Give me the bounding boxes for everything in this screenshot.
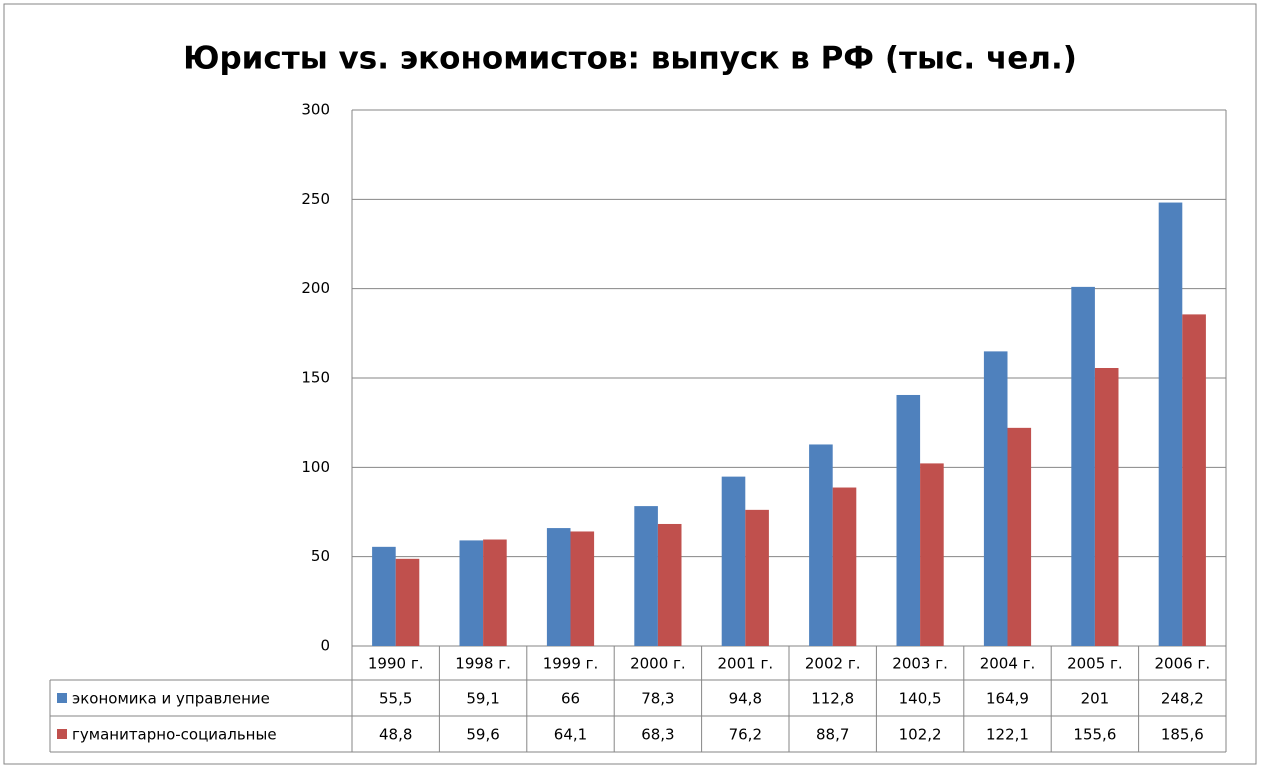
table-cell: 78,3: [641, 690, 674, 708]
x-tick-label: 2002 г.: [805, 655, 861, 673]
table-cell: 201: [1081, 690, 1110, 708]
bar: [1182, 314, 1206, 646]
y-tick-label: 100: [301, 458, 330, 476]
x-tick-label: 2003 г.: [892, 655, 948, 673]
bar: [1094, 367, 1119, 646]
table-cell: 59,6: [466, 726, 499, 744]
bar: [546, 528, 571, 646]
table-cell: 68,3: [641, 726, 674, 744]
x-tick-label: 2004 г.: [980, 655, 1036, 673]
table-cell: 88,7: [816, 726, 849, 744]
y-tick-label: 50: [311, 547, 330, 565]
x-tick-label: 2005 г.: [1067, 655, 1123, 673]
bar: [896, 394, 921, 646]
bar: [745, 509, 769, 646]
bar: [657, 523, 682, 646]
legend-key: [57, 729, 67, 739]
legend-key: [57, 693, 67, 703]
bar: [634, 506, 658, 646]
bar: [721, 476, 746, 646]
table-cell: 102,2: [899, 726, 942, 744]
table-cell: 76,2: [729, 726, 762, 744]
y-tick-label: 200: [301, 279, 330, 297]
y-tick-label: 250: [301, 190, 330, 208]
table-cell: 112,8: [811, 690, 854, 708]
table-cell: 66: [561, 690, 580, 708]
table-cell: 48,8: [379, 726, 412, 744]
table-cell: 185,6: [1161, 726, 1204, 744]
table-cell: 55,5: [379, 690, 412, 708]
bar: [809, 444, 833, 646]
y-tick-label: 150: [301, 369, 330, 387]
x-tick-label: 2001 г.: [718, 655, 774, 673]
legend-label: гуманитарно-социальные: [72, 726, 277, 744]
bar: [1071, 286, 1095, 646]
table-cell: 248,2: [1161, 690, 1204, 708]
table-cell: 59,1: [466, 690, 499, 708]
bar: [920, 463, 944, 646]
bar: [483, 539, 507, 646]
x-tick-label: 2006 г.: [1155, 655, 1211, 673]
chart-title: Юристы vs. экономистов: выпуск в РФ (тыс…: [183, 41, 1077, 77]
x-tick-label: 1999 г.: [543, 655, 599, 673]
bar: [570, 531, 595, 646]
table-cell: 155,6: [1073, 726, 1116, 744]
x-tick-label: 2000 г.: [630, 655, 686, 673]
bar: [395, 558, 420, 646]
bar: [983, 351, 1008, 646]
bar: [459, 540, 484, 646]
x-tick-label: 1998 г.: [455, 655, 511, 673]
table-cell: 164,9: [986, 690, 1029, 708]
bar: [1158, 202, 1183, 647]
table-cell: 122,1: [986, 726, 1029, 744]
table-cell: 64,1: [554, 726, 587, 744]
legend-label: экономика и управление: [72, 690, 270, 708]
table-cell: 140,5: [899, 690, 942, 708]
bar: [1007, 427, 1032, 646]
table-cell: 94,8: [729, 690, 762, 708]
bar: [372, 546, 396, 646]
y-tick-label: 300: [301, 101, 330, 119]
bar: [832, 487, 857, 646]
chart-frame: [3, 3, 1257, 765]
x-tick-label: 1990 г.: [368, 655, 424, 673]
y-tick-label: 0: [320, 637, 330, 655]
